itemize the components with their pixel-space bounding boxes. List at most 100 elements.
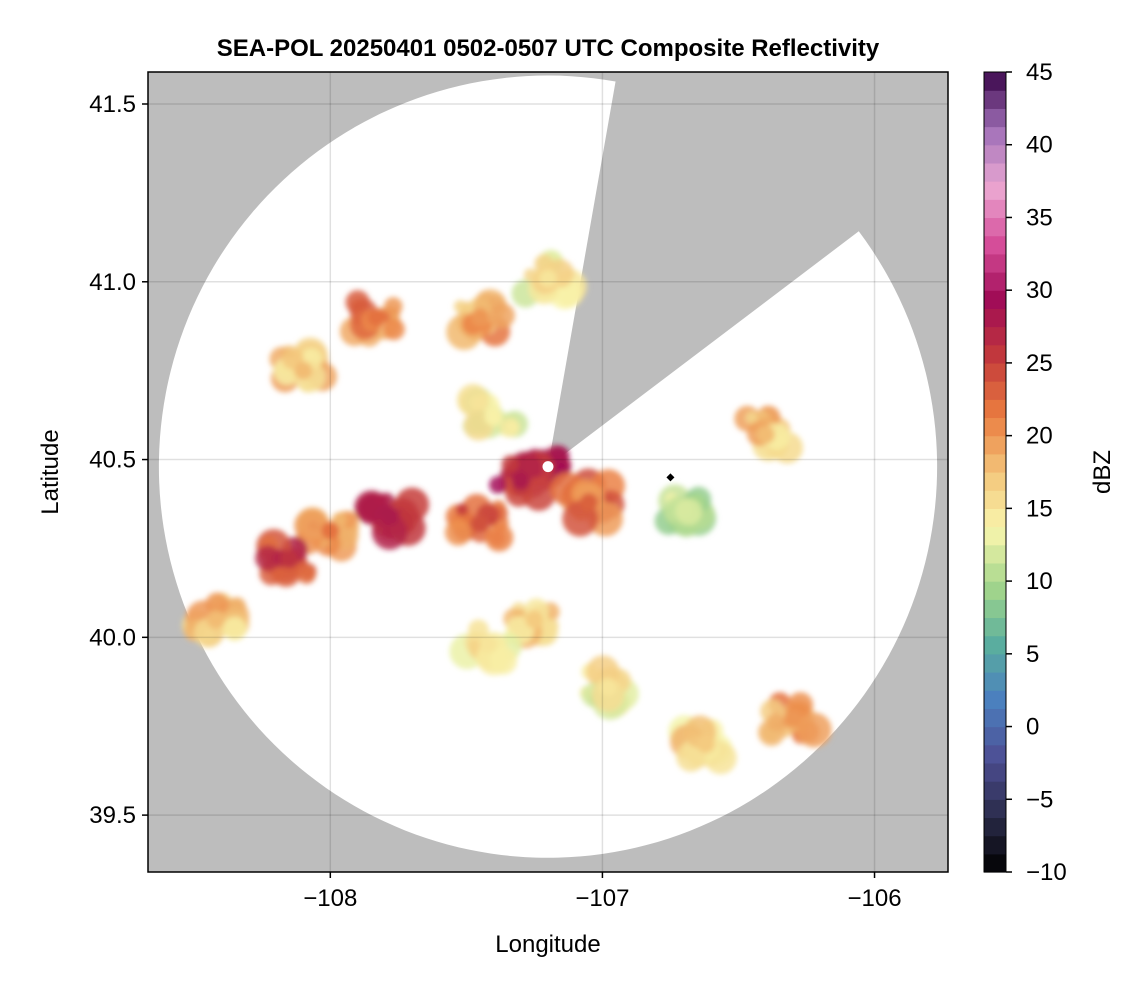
colorbar-band [984,235,1006,255]
echo-cell [579,655,639,720]
echo-cell [550,468,626,537]
colorbar-band [984,253,1006,273]
x-axis-label: Longitude [495,931,600,958]
grid-lines [148,72,948,872]
colorbar-label: dBZ [1089,450,1116,494]
echo-cell [757,692,832,748]
colorbar-band [984,581,1006,600]
colorbar-band [984,508,1006,528]
echo-core [598,678,617,697]
echo-core [294,361,313,380]
colorbar-band [984,72,1006,91]
colorbar-band [984,453,1006,473]
echo-cell [446,289,515,350]
colorbar-ticks: −10 −5 0 5 10 15 20 25 30 35 40 45 [1006,59,1067,886]
echo-core [321,521,340,540]
colorbar-band [984,781,1006,800]
y-tick-label: 40.5 [89,447,136,474]
colorbar-band [984,562,1006,582]
echo-cell [668,715,737,775]
echo-cell [654,484,717,538]
echo-core [207,610,226,629]
echo-core [367,308,386,327]
colorbar-tick-label: 30 [1026,277,1053,304]
colorbar-band [984,272,1006,291]
colorbar-tick-label: 40 [1026,132,1053,159]
colorbar-frame [983,71,1007,873]
y-tick-label: 41.5 [89,91,136,118]
y-axis-label: Latitude [37,429,64,514]
echo-core [511,471,530,490]
echo-cell [503,598,560,649]
colorbar-band [984,217,1006,237]
echo-cell [456,383,529,441]
colorbar-tick-label: 15 [1026,495,1053,522]
echo-cell [489,451,556,511]
colorbar-band [984,472,1006,491]
colorbar-tick-label: 10 [1026,568,1053,595]
colorbar-band [984,690,1006,709]
colorbar-band [984,417,1006,437]
echo-cell [181,592,250,648]
echo-core [783,710,802,729]
x-tick-label: −106 [847,885,901,912]
echo-core [484,407,503,426]
echo-core [756,425,775,444]
colorbar-band [984,744,1006,764]
echo-cell [354,487,430,550]
colorbar-band [984,290,1006,309]
colorbar-band [984,362,1006,382]
colorbar-band [984,381,1006,400]
colorbar-band [984,181,1006,200]
colorbar-tick-label: 20 [1026,423,1053,450]
echo-cell [449,619,522,676]
colorbar [983,71,1007,873]
colorbar-band [984,144,1006,164]
colorbar-band [984,308,1006,328]
reflectivity-echoes [181,249,832,775]
colorbar-band [984,126,1006,146]
colorbar-band [984,90,1006,109]
colorbar-band [984,326,1006,346]
colorbar-band [984,162,1006,182]
y-axis-ticks: 39.5 40.0 40.5 41.0 41.5 [89,91,148,829]
colorbar-band [984,653,1006,673]
echo-core [280,550,299,569]
echo-cell [294,507,360,562]
echo-core [525,610,544,629]
echo-cell [511,249,588,310]
colorbar-tick-label: 5 [1026,641,1039,668]
colorbar-band [984,399,1006,419]
echo-core [539,269,557,288]
echo-cell [255,528,317,588]
echo-core [579,493,598,512]
colorbar-band [984,835,1006,855]
y-tick-label: 41.0 [89,269,136,296]
colorbar-band [984,344,1006,364]
colorbar-tick-label: 45 [1026,59,1053,86]
colorbar-tick-label: −5 [1026,786,1053,813]
colorbar-band [984,599,1006,619]
echo-cell [734,405,804,464]
echo-core [675,500,694,519]
colorbar-tick-label: −10 [1026,859,1067,886]
echo-cell [269,337,337,393]
colorbar-band [984,108,1006,128]
colorbar-band [984,726,1006,746]
colorbar-band [984,817,1006,837]
radar-site-marker [542,461,554,473]
y-tick-label: 40.0 [89,624,136,651]
colorbar-band [984,635,1006,655]
colorbar-band [984,435,1006,455]
echo-core [470,514,489,533]
colorbar-tick-label: 35 [1026,204,1053,231]
plot-frame [147,71,949,873]
colorbar-band [984,544,1006,564]
x-tick-label: −108 [303,885,357,912]
echo-cell [339,290,405,347]
y-tick-label: 39.5 [89,802,136,829]
echo-core [696,735,715,753]
x-tick-label: −107 [575,885,629,912]
colorbar-band [984,708,1006,728]
